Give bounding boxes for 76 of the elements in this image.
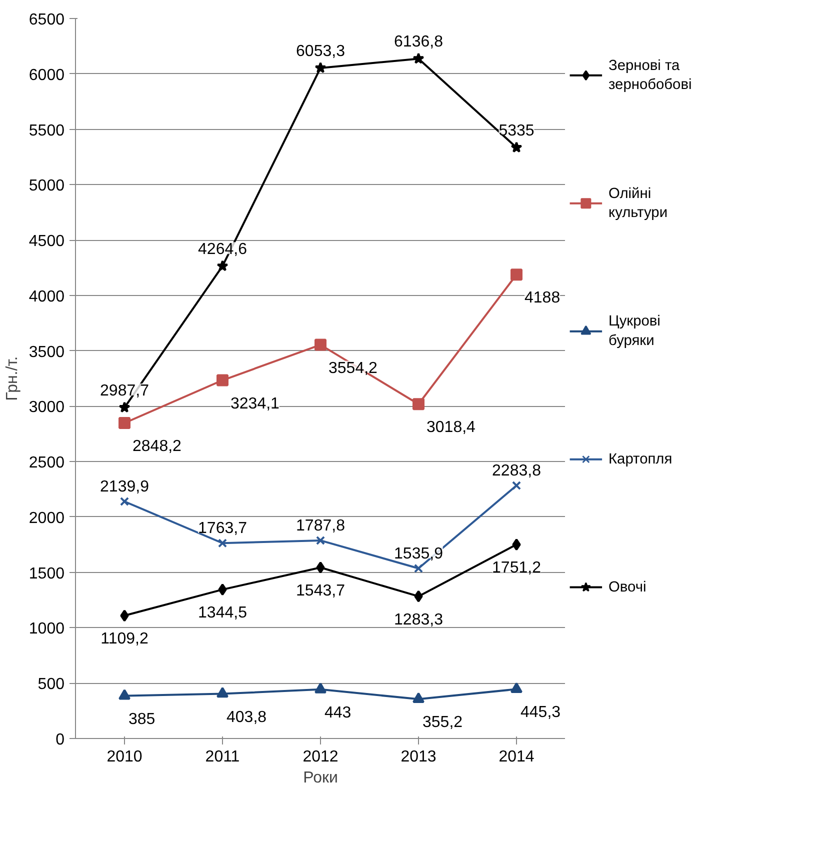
data-label: 4188 [524,290,560,307]
x-tick-label: 2011 [205,748,240,766]
point [510,142,522,153]
data-label: 1283,3 [394,611,444,628]
data-label: 3554,2 [328,360,378,377]
y-tick-label: 2500 [28,454,65,472]
point [412,52,424,64]
point [314,682,326,694]
point [314,338,326,351]
point [118,689,130,700]
point [118,402,130,413]
data-label: 2987,7 [100,382,150,400]
x-tick-label: 2014 [498,748,534,766]
data-label: 1751,2 [492,560,542,577]
data-label: 1344,5 [198,604,248,622]
data-label: 1109,2 [100,630,148,648]
data-label: 2283,8 [492,462,542,480]
point [510,682,522,694]
legend-label: Цукрові буряки [608,314,660,349]
data-label: 1535,9 [394,545,444,562]
y-tick-label: 6500 [28,12,65,28]
data-label: 1763,7 [198,520,248,538]
y-tick-label: 5000 [28,178,65,195]
point [120,496,130,506]
point [412,398,424,410]
y-tick-label: 500 [38,676,65,694]
data-label: 4264,6 [198,241,248,258]
y-axis-title: Грн./т. [4,356,21,401]
y-tick-label: 6000 [28,66,65,84]
x-tick-label: 2012 [302,748,338,766]
data-label: 2139,9 [100,478,150,496]
point [216,374,228,386]
y-tick-label: 3500 [28,344,65,361]
data-label: 6053,3 [296,42,346,60]
data-label: 385 [128,710,156,728]
legend-label: Олійні культури [608,186,668,221]
point [512,538,521,551]
point [218,584,227,596]
data-label: 443 [324,704,352,722]
y-tick-label: 4500 [28,233,65,250]
data-label: 2848,2 [132,438,182,456]
point [512,480,522,490]
data-label: 1543,7 [296,582,346,600]
y-tick-label: 3000 [28,399,65,416]
point [412,692,424,704]
y-tick-label: 4000 [28,288,65,306]
point [218,538,228,548]
legend-label: Зернові та зернобобові [608,58,692,93]
data-label: 6136,8 [394,34,444,51]
point [314,62,326,74]
point [118,417,130,430]
x-tick-label: 2010 [106,748,142,766]
y-tick-label: 0 [56,732,65,748]
data-label: 3018,4 [426,419,476,436]
y-tick-label: 1000 [28,620,65,638]
data-label: 5335 [498,122,534,140]
point [216,687,228,698]
x-axis-title: Роки [303,770,338,786]
y-tick-label: 1500 [28,565,65,582]
point [120,610,129,622]
data-label: 403,8 [226,708,267,726]
point [414,590,423,602]
point [510,268,522,281]
data-label: 445,3 [520,704,561,722]
y-tick-label: 5500 [28,122,65,140]
point [216,260,228,272]
data-label: 355,2 [422,714,463,732]
data-label: 3234,1 [230,395,280,412]
point [414,564,424,573]
x-tick-label: 2013 [400,748,436,766]
data-label: 1787,8 [296,517,346,534]
y-tick-label: 2000 [28,510,65,527]
point [316,562,325,574]
legend-label: Овочі [608,579,646,596]
point [316,536,326,545]
legend-label: Картопля [608,451,672,468]
